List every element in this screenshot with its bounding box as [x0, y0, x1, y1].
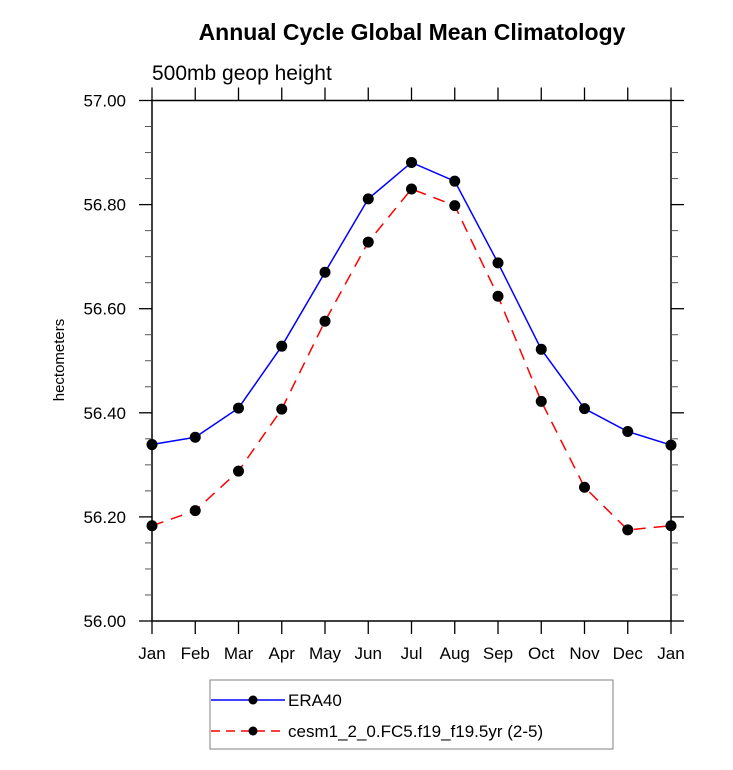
- axes: 56.00 56.20 56.40 56.60 56.80 57.00 Jan Feb Mar A…: [83, 87, 685, 663]
- legend-box: [209, 679, 614, 750]
- data-point: [665, 520, 677, 532]
- data-point: [233, 465, 244, 477]
- legend-item-0: ERA40: [211, 691, 342, 710]
- plot-frame: [151, 99, 672, 622]
- x-tick-label: Jul: [401, 644, 423, 663]
- legend-marker: [248, 726, 258, 736]
- y-tick-label: 56.80: [83, 196, 126, 215]
- x-tick-label: Jan: [138, 644, 165, 663]
- legend: ERA40 cesm1_2_0.FC5.f19_f19.5yr (2-5): [209, 679, 614, 750]
- y-tick-label: 56.00: [83, 612, 126, 631]
- data-point: [449, 175, 461, 187]
- data-point: [276, 340, 288, 352]
- x-tick-label: Aug: [440, 644, 470, 663]
- y-tick-label: 57.00: [83, 92, 126, 111]
- x-tick-label: Nov: [569, 644, 600, 663]
- y-tick-label: 56.20: [83, 508, 126, 527]
- series-1: [146, 183, 677, 536]
- series-line: [151, 161, 672, 446]
- data-point: [146, 439, 158, 451]
- legend-item-1: cesm1_2_0.FC5.f19_f19.5yr (2-5): [211, 722, 543, 741]
- data-point: [362, 236, 374, 248]
- chart-subtitle: 500mb geop height: [152, 62, 332, 85]
- series-line: [151, 188, 672, 531]
- data-point: [319, 266, 331, 278]
- series-layer: [146, 156, 677, 536]
- x-tick-label: Sep: [483, 644, 513, 663]
- data-point: [189, 505, 201, 517]
- data-point: [233, 402, 244, 414]
- chart-title: Annual Cycle Global Mean Climatology: [199, 19, 626, 45]
- legend-label: cesm1_2_0.FC5.f19_f19.5yr (2-5): [288, 722, 543, 741]
- data-point: [406, 183, 417, 195]
- data-point: [492, 257, 504, 269]
- data-point: [276, 403, 288, 415]
- data-point: [146, 520, 158, 532]
- x-tick-label: May: [309, 644, 342, 663]
- data-point: [579, 403, 590, 415]
- x-tick-label: Feb: [181, 644, 210, 663]
- data-point: [622, 426, 634, 438]
- data-point: [319, 315, 331, 327]
- data-point: [665, 439, 677, 451]
- data-point: [622, 524, 634, 536]
- data-point: [406, 156, 417, 168]
- data-point: [449, 200, 461, 212]
- y-axis-label: hectometers: [51, 319, 68, 402]
- data-point: [535, 343, 547, 355]
- x-tick-label: Dec: [613, 644, 644, 663]
- data-point: [362, 193, 374, 205]
- y-tick-label: 56.60: [83, 300, 126, 319]
- x-tick-label: Mar: [224, 644, 254, 663]
- x-tick-label: Oct: [528, 644, 555, 663]
- data-point: [535, 395, 547, 407]
- x-tick-label: Jun: [355, 644, 382, 663]
- series-0: [146, 156, 677, 451]
- x-tick-label: Apr: [269, 644, 296, 663]
- x-tick-label: Jan: [657, 644, 684, 663]
- data-point: [189, 431, 201, 443]
- legend-label: ERA40: [288, 691, 342, 710]
- data-point: [579, 481, 590, 493]
- y-tick-label: 56.40: [83, 404, 126, 423]
- legend-marker: [248, 695, 258, 705]
- data-point: [492, 290, 504, 302]
